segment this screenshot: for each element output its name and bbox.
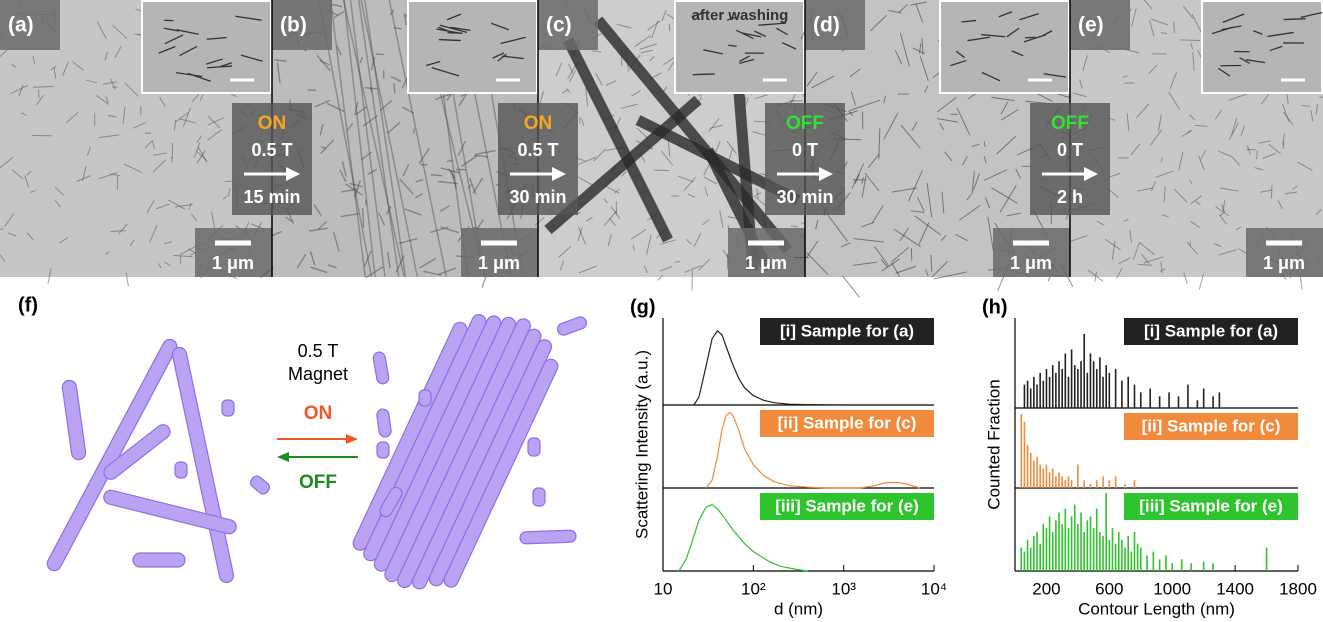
legend-label: [i] Sample for (a) <box>1144 321 1278 340</box>
rod <box>248 474 271 496</box>
fiber-texture <box>1190 241 1191 247</box>
scale-label: 1 μm <box>212 253 254 273</box>
fiber-texture <box>842 276 859 298</box>
x-tick-label: 10³ <box>831 579 856 598</box>
rod <box>533 488 545 506</box>
micrograph-strip: (a) 1 μm (b) 1 μm after washing (c) 1 μm (d) 1 μ… <box>0 0 1323 297</box>
rod <box>377 442 389 458</box>
transition-state: ON <box>524 113 553 134</box>
transition-time: 15 min <box>243 187 300 207</box>
transition: OFF 0 T 2 h <box>1030 103 1110 215</box>
scale-label: 1 μm <box>1263 253 1305 273</box>
rod <box>175 462 187 478</box>
page: (f) 0.5 T <box>0 0 1323 622</box>
panel-label: (g) <box>630 296 656 318</box>
fiber-texture <box>675 262 680 263</box>
x-tick-label: 600 <box>1095 579 1123 598</box>
rod <box>419 390 431 406</box>
panel-label: (h) <box>982 296 1008 318</box>
legend-label: [ii] Sample for (c) <box>1142 416 1281 435</box>
transition-field: 0.5 T <box>251 140 292 160</box>
fiber-texture <box>1180 40 1200 41</box>
scale-label: 1 μm <box>1010 253 1052 273</box>
inset-texture <box>693 74 715 75</box>
transition-state: OFF <box>786 113 824 134</box>
field-label: 0.5 T <box>298 341 339 361</box>
transition: ON 0.5 T 15 min <box>232 103 312 215</box>
fiber-texture <box>394 84 395 94</box>
rod <box>520 530 576 544</box>
inset-label: after washing <box>692 7 789 24</box>
x-tick-label: 200 <box>1032 579 1060 598</box>
transition-time: 30 min <box>776 187 833 207</box>
scale-label: 1 μm <box>478 253 520 273</box>
legend-label: [i] Sample for (a) <box>780 321 914 340</box>
transition: OFF 0 T 30 min <box>765 103 845 215</box>
figure: (f) 0.5 T <box>0 0 1323 622</box>
rod <box>62 379 87 460</box>
transition-field: 0 T <box>792 140 818 160</box>
panel-label: (d) <box>813 14 840 37</box>
panel-label: (a) <box>8 14 34 37</box>
rods-dispersed <box>45 337 272 584</box>
rod <box>372 351 389 385</box>
x-tick-label: 10 <box>654 579 673 598</box>
transition-time: 30 min <box>509 187 566 207</box>
transition: ON 0.5 T 30 min <box>498 103 578 215</box>
fiber-texture <box>363 208 364 228</box>
x-tick-label: 10² <box>741 579 766 598</box>
device-label: Magnet <box>288 364 348 384</box>
rod <box>222 400 234 416</box>
scale-label: 1 μm <box>745 253 787 273</box>
rod <box>376 408 392 437</box>
fiber-texture <box>39 90 40 99</box>
transition-field: 0.5 T <box>517 140 558 160</box>
transition-field: 0 T <box>1057 140 1083 160</box>
rod <box>528 438 540 456</box>
chart: (g) 10 10² 10³ 10⁴ d (nm) Scattering Intensity… <box>630 296 947 618</box>
x-tick-label: 10⁴ <box>921 579 947 598</box>
schematic: (f) 0.5 T <box>18 293 588 608</box>
x-axis-label: Contour Length (nm) <box>1078 599 1235 618</box>
fiber-texture <box>1138 264 1152 265</box>
y-axis-label: Counted Fraction <box>984 379 1003 509</box>
transition-time: 2 h <box>1057 187 1083 207</box>
legend-label: [iii] Sample for (e) <box>1139 496 1283 515</box>
x-tick-label: 1000 <box>1153 579 1191 598</box>
panel-label: (b) <box>280 14 307 37</box>
fiber-texture <box>413 129 414 134</box>
on-label: ON <box>304 403 333 424</box>
y-axis-label: Scattering Intensity (a.u.) <box>632 350 651 539</box>
fiber-texture <box>1302 106 1310 107</box>
fiber-texture <box>654 170 669 171</box>
on-arrow-head <box>346 434 358 444</box>
legend-label: [iii] Sample for (e) <box>775 496 919 515</box>
rod <box>133 553 185 567</box>
panel-label: (f) <box>18 294 38 316</box>
rod <box>45 337 179 573</box>
x-tick-label: 1400 <box>1216 579 1254 598</box>
transition-state: ON <box>258 113 287 134</box>
x-tick-label: 1800 <box>1279 579 1317 598</box>
x-axis-label: d (nm) <box>774 599 823 618</box>
transition-state: OFF <box>1051 113 1089 134</box>
chart: (h) 200 600 1000 1400 1800 Contour Length (nm)… <box>982 296 1317 618</box>
off-arrow-head <box>277 452 289 462</box>
off-label: OFF <box>299 472 337 493</box>
panel-label: (c) <box>546 14 572 37</box>
panel-label: (e) <box>1078 14 1104 37</box>
rod <box>556 315 588 337</box>
fiber-texture <box>669 24 670 31</box>
inset-texture <box>1284 19 1306 20</box>
legend-label: [ii] Sample for (c) <box>778 413 917 432</box>
